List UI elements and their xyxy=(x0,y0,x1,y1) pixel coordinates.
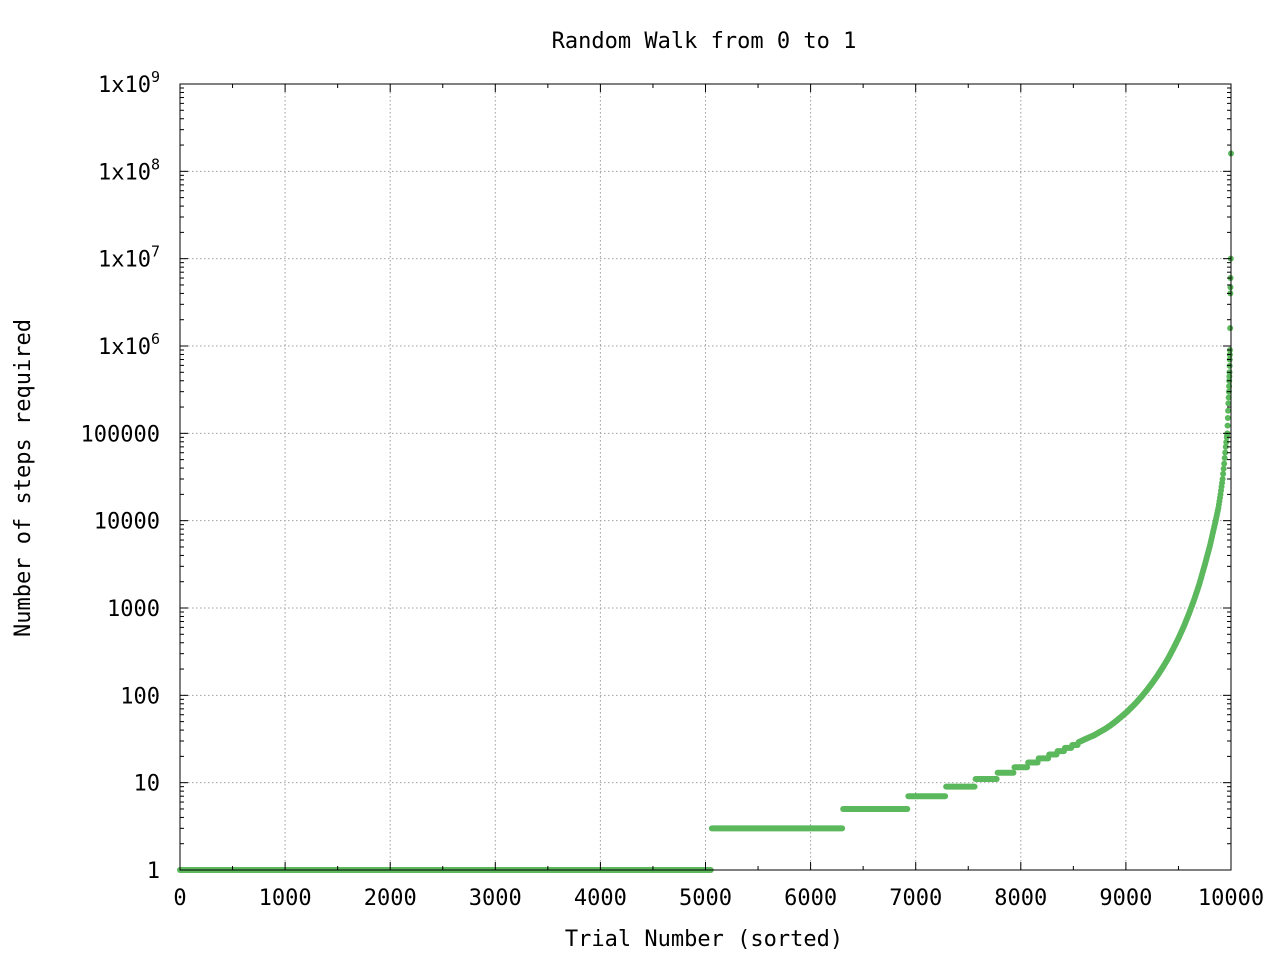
x-tick-labels: 0 1000 2000 3000 4000 5000 6000 7000 8000 9000 100… xyxy=(173,886,1264,911)
data-point xyxy=(1225,400,1232,407)
x-tick-label: 1000 xyxy=(259,886,312,911)
data-point xyxy=(1227,325,1234,332)
x-tick-label: 5000 xyxy=(679,886,732,911)
data-point xyxy=(1219,475,1226,482)
x-tick-label: 3000 xyxy=(469,886,522,911)
y-tick-label: 1x106 xyxy=(98,330,160,360)
y-tick-labels: 1 10 100 1000 10000 100000 1x106 1x107 1x108 1x10… xyxy=(81,68,160,884)
y-tick-label: 10 xyxy=(134,772,161,797)
data-point xyxy=(1220,465,1227,472)
x-tick-label: 4000 xyxy=(574,886,627,911)
data-point xyxy=(1221,455,1228,462)
x-tick-label: 2000 xyxy=(364,886,417,911)
x-tick-label: 0 xyxy=(173,886,186,911)
y-axis-title: Number of steps required xyxy=(11,319,36,637)
x-tick-label: 6000 xyxy=(784,886,837,911)
chart-title: Random Walk from 0 to 1 xyxy=(552,29,857,54)
x-tick-label: 8000 xyxy=(994,886,1047,911)
data-point xyxy=(1224,422,1231,429)
data-point xyxy=(1220,470,1227,477)
y-tick-label: 100 xyxy=(120,684,160,709)
y-tick-label: 1x107 xyxy=(98,243,160,273)
data-point xyxy=(1225,407,1232,414)
data-points xyxy=(177,150,1234,873)
y-tick-label: 1 xyxy=(147,859,160,884)
grid xyxy=(180,84,1231,870)
data-point xyxy=(1224,414,1231,421)
data-point xyxy=(1223,439,1230,446)
data-point xyxy=(1225,394,1232,401)
x-tick-label: 7000 xyxy=(889,886,942,911)
data-point xyxy=(1222,449,1229,456)
data-point xyxy=(1227,284,1234,291)
x-tick-label: 10000 xyxy=(1198,886,1264,911)
data-point xyxy=(1221,460,1228,467)
ticks xyxy=(179,83,1232,871)
y-tick-label: 10000 xyxy=(94,510,160,535)
y-tick-label: 1x109 xyxy=(98,68,160,98)
data-point xyxy=(1226,362,1233,369)
x-tick-label: 9000 xyxy=(1099,886,1152,911)
data-point xyxy=(1222,443,1229,450)
y-tick-label: 1x108 xyxy=(98,155,160,185)
y-tick-label: 1000 xyxy=(107,597,160,622)
y-tick-label: 100000 xyxy=(81,422,160,447)
x-axis-title: Trial Number (sorted) xyxy=(565,927,843,952)
